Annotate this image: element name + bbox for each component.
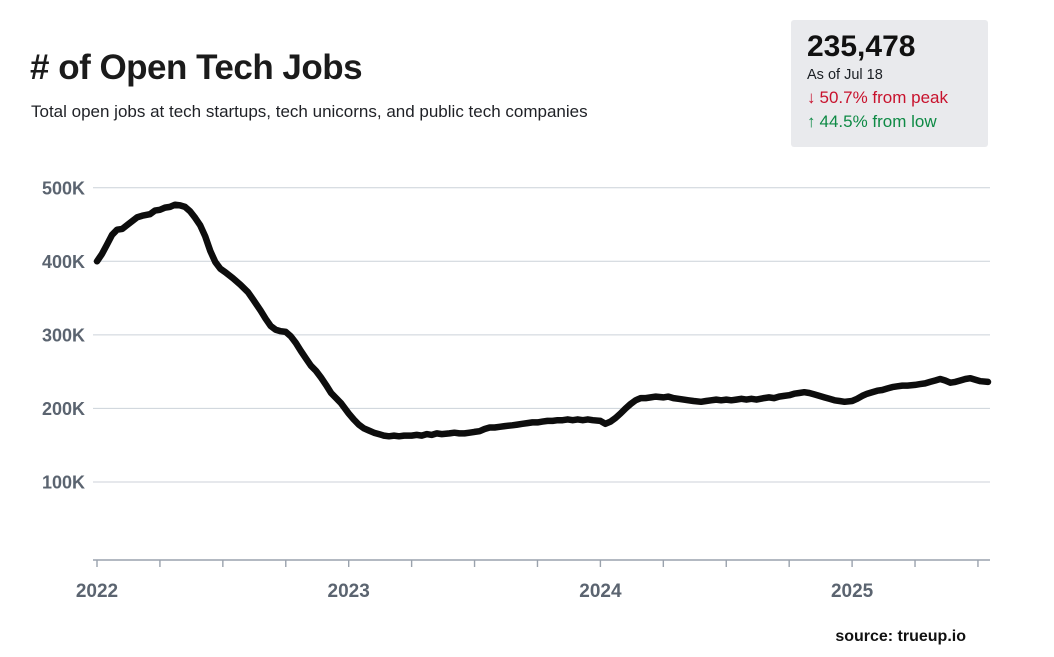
y-axis-label: 200K (42, 399, 85, 419)
x-axis-label: 2023 (328, 581, 370, 602)
page-subtitle: Total open jobs at tech startups, tech u… (31, 102, 588, 121)
y-axis-label: 400K (42, 252, 85, 272)
change-from-low: ↑ 44.5% from low (807, 112, 972, 132)
y-axis-label: 100K (42, 472, 85, 492)
current-jobs-count: 235,478 (807, 30, 916, 63)
y-axis-label: 500K (42, 178, 85, 198)
change-from-peak-text: 50.7% from peak (819, 87, 949, 107)
page-title: # of Open Tech Jobs (30, 48, 363, 87)
y-axis-label: 300K (42, 325, 85, 345)
jobs-trend-line (93, 201, 992, 440)
x-axis-label: 2025 (831, 581, 874, 602)
change-from-low-text: 44.5% from low (819, 112, 937, 132)
x-axis-label: 2024 (579, 581, 622, 602)
as-of-date: As of Jul 18 (807, 66, 883, 83)
change-from-peak: ↓ 50.7% from peak (807, 87, 972, 108)
x-axis-label: 2022 (76, 581, 118, 602)
arrow-down-icon: ↓ (807, 87, 816, 107)
current-stat-card: 235,478 As of Jul 18 ↓ 50.7% from peak ↑… (791, 20, 988, 147)
source-attribution: source: trueup.io (835, 628, 966, 645)
arrow-up-icon: ↑ (807, 112, 816, 132)
